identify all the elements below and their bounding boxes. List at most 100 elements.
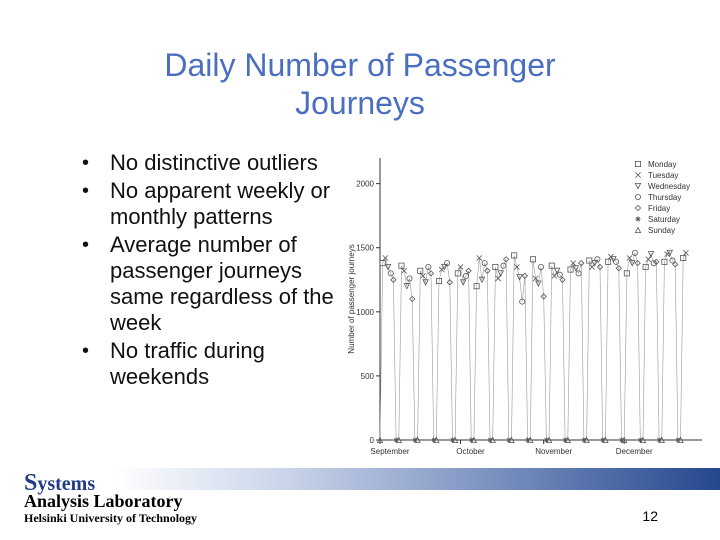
data-point bbox=[462, 272, 469, 279]
data-point bbox=[524, 437, 531, 443]
y-axis-label: Number of passenger journeys bbox=[347, 244, 356, 353]
footer-gradient-bar bbox=[0, 468, 720, 490]
data-point bbox=[634, 259, 641, 267]
data-point bbox=[620, 436, 628, 444]
data-point bbox=[653, 258, 660, 265]
data-point bbox=[444, 260, 451, 267]
legend-marker bbox=[635, 172, 641, 178]
chart-markers bbox=[376, 249, 689, 444]
data-point bbox=[564, 436, 572, 444]
data-point bbox=[631, 249, 638, 256]
legend-entry: Sunday bbox=[648, 226, 675, 235]
data-point bbox=[495, 275, 501, 282]
data-point bbox=[465, 267, 472, 274]
legend-entry: Tuesday bbox=[648, 171, 678, 180]
legend-marker bbox=[634, 194, 641, 201]
passenger-journeys-chart: 0 500 1000 1500 2000 September October November… bbox=[347, 158, 702, 456]
data-point bbox=[666, 249, 674, 257]
data-point bbox=[449, 437, 456, 443]
data-point bbox=[575, 270, 582, 277]
data-point bbox=[540, 293, 547, 300]
data-point bbox=[379, 260, 386, 267]
data-point bbox=[398, 262, 405, 269]
data-point bbox=[412, 437, 418, 443]
y-tick-label: 500 bbox=[361, 372, 375, 381]
y-tick-label: 1500 bbox=[356, 244, 374, 253]
data-point bbox=[470, 436, 478, 444]
data-point bbox=[559, 276, 566, 283]
legend-marker bbox=[634, 226, 642, 233]
data-point bbox=[645, 256, 652, 263]
data-point bbox=[543, 437, 549, 443]
page-number: 12 bbox=[642, 508, 658, 524]
data-point bbox=[451, 436, 459, 444]
data-point bbox=[521, 272, 529, 280]
data-point bbox=[596, 263, 604, 271]
data-point bbox=[553, 267, 561, 275]
data-point bbox=[476, 255, 483, 261]
data-point bbox=[548, 262, 555, 269]
legend-entry: Saturday bbox=[648, 215, 680, 224]
data-point bbox=[650, 260, 657, 267]
data-point bbox=[403, 283, 411, 290]
data-point bbox=[618, 437, 625, 443]
data-point bbox=[425, 263, 432, 270]
data-point bbox=[446, 279, 453, 286]
data-point bbox=[537, 263, 544, 270]
slide-title: Daily Number of Passenger Journeys bbox=[164, 47, 556, 121]
data-point bbox=[409, 295, 416, 303]
data-point bbox=[639, 436, 647, 444]
data-point bbox=[414, 436, 421, 444]
data-point bbox=[431, 437, 437, 443]
data-point bbox=[422, 279, 429, 286]
chart-line bbox=[379, 251, 687, 441]
data-point bbox=[508, 436, 515, 444]
data-point bbox=[551, 273, 558, 279]
data-point bbox=[489, 436, 496, 444]
data-point bbox=[468, 437, 474, 443]
data-point bbox=[484, 267, 491, 274]
data-point bbox=[387, 270, 394, 277]
data-point bbox=[473, 283, 480, 290]
data-point bbox=[578, 259, 585, 267]
bullet-item: No traffic during weekends bbox=[82, 338, 342, 390]
data-point bbox=[481, 260, 488, 267]
data-point bbox=[642, 263, 649, 270]
data-point bbox=[562, 437, 568, 443]
series-line bbox=[379, 251, 687, 441]
data-point bbox=[436, 278, 443, 285]
data-point bbox=[613, 258, 620, 265]
bullet-item: No distinctive outliers bbox=[82, 150, 342, 176]
data-point bbox=[656, 437, 662, 443]
data-point bbox=[602, 436, 609, 444]
data-point bbox=[680, 254, 687, 261]
legend-marker bbox=[634, 160, 641, 167]
data-point bbox=[511, 252, 518, 259]
legend-entry: Monday bbox=[648, 160, 676, 169]
data-point bbox=[420, 273, 426, 279]
data-point bbox=[406, 275, 413, 282]
data-point bbox=[433, 436, 440, 444]
data-point bbox=[572, 265, 580, 272]
bullet-item: No apparent weekly or monthly patterns bbox=[82, 178, 342, 230]
chart-axes: 0 500 1000 1500 2000 September October November… bbox=[347, 158, 702, 456]
data-point bbox=[661, 258, 668, 265]
legend-marker bbox=[635, 216, 641, 222]
data-point bbox=[519, 298, 526, 305]
systems-initial: S bbox=[24, 470, 38, 496]
data-point bbox=[500, 262, 507, 269]
x-tick-label: November bbox=[535, 447, 572, 456]
data-point bbox=[502, 256, 510, 263]
y-tick-label: 1000 bbox=[356, 308, 374, 317]
data-point bbox=[427, 270, 435, 277]
data-point bbox=[658, 436, 665, 444]
data-point bbox=[532, 275, 539, 282]
x-tick-label: October bbox=[456, 447, 485, 456]
data-point bbox=[478, 276, 486, 284]
data-point bbox=[581, 437, 587, 443]
data-point bbox=[600, 437, 606, 443]
data-point bbox=[390, 276, 397, 283]
data-point bbox=[457, 264, 464, 270]
data-point bbox=[647, 251, 655, 258]
data-point bbox=[605, 258, 612, 265]
